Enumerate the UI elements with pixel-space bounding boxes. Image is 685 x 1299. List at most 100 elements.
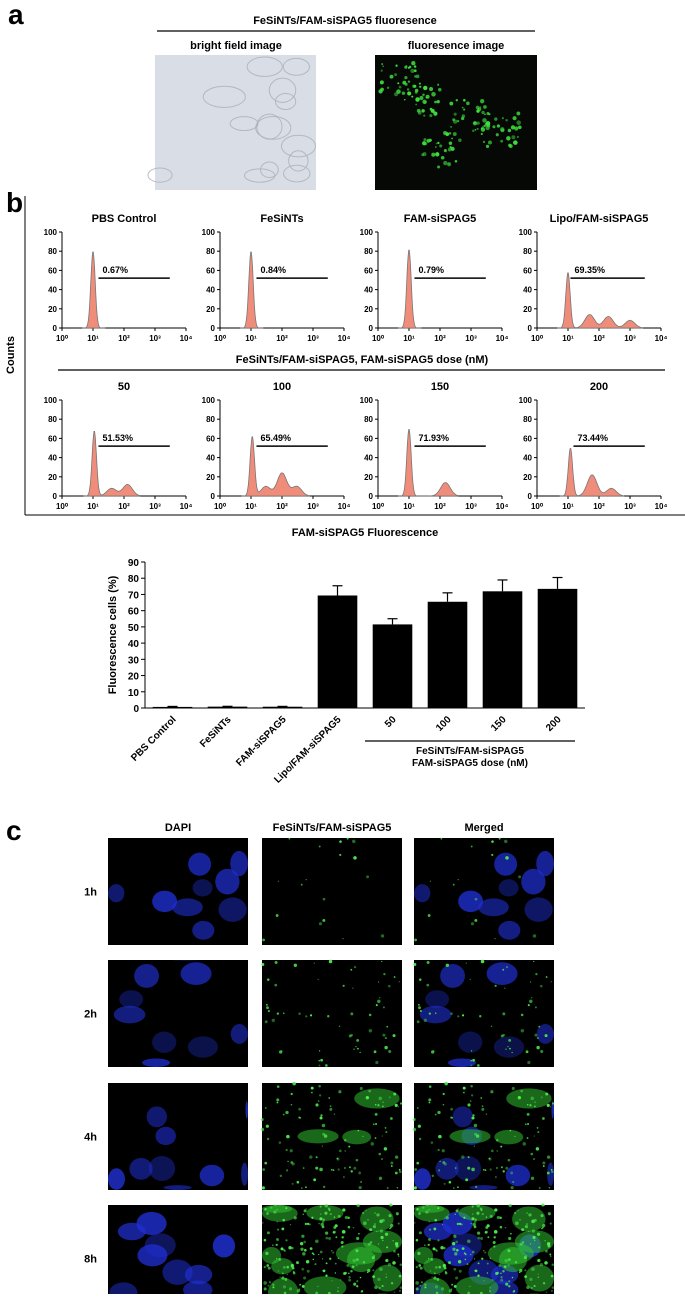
green-dot: [322, 919, 325, 922]
green-dot: [292, 1183, 294, 1185]
dot: [488, 140, 492, 144]
green-dot: [483, 1280, 484, 1281]
nucleus: [241, 1163, 248, 1186]
green-dot: [311, 1087, 314, 1090]
green-dot: [382, 1285, 384, 1287]
green-dot: [356, 1285, 358, 1287]
green-dot: [303, 1167, 305, 1169]
green-dot: [261, 1118, 264, 1121]
nucleus: [213, 1234, 235, 1257]
green-dot: [520, 1090, 523, 1093]
y-tick-label: 20: [48, 305, 57, 314]
row-label: 2h: [84, 1009, 97, 1021]
green-dot: [472, 1059, 475, 1062]
green-dot: [515, 1221, 519, 1225]
dot: [437, 100, 440, 103]
green-dot: [342, 1208, 345, 1211]
green-dot: [357, 1048, 359, 1050]
y-tick-label: 0: [211, 324, 216, 333]
green-dot: [413, 1118, 416, 1121]
green-dot: [381, 961, 382, 962]
green-dot: [352, 988, 353, 989]
green-dot: [356, 1280, 358, 1282]
green-dot: [428, 1098, 431, 1101]
nucleus: [414, 884, 430, 902]
green-dot: [283, 1266, 286, 1269]
green-dot: [265, 1107, 267, 1109]
green-dot: [552, 1102, 554, 1104]
nucleus: [200, 1165, 224, 1186]
green-dot: [294, 964, 297, 967]
green-dot: [377, 1278, 380, 1281]
x-tick-label: FeSiNTs: [198, 714, 234, 750]
green-dot: [287, 1274, 288, 1275]
green-dot: [502, 969, 504, 971]
nucleus: [188, 853, 211, 876]
nucleus: [108, 884, 124, 902]
green-dot: [540, 1050, 543, 1053]
nucleus: [134, 964, 159, 988]
green-dot: [294, 1216, 297, 1219]
dot: [399, 86, 402, 89]
green-dot: [494, 1208, 497, 1211]
green-dot: [538, 1273, 539, 1274]
y-tick-label: 100: [519, 396, 533, 405]
green-dot: [431, 1141, 434, 1144]
green-dot: [341, 1241, 344, 1244]
green-dot: [275, 961, 278, 964]
dot: [506, 136, 510, 140]
green-dot: [508, 1258, 510, 1260]
dot: [508, 144, 511, 147]
green-dot: [359, 1052, 360, 1053]
green-dot: [391, 1282, 393, 1284]
green-dot: [477, 1064, 480, 1067]
green-dot: [373, 1123, 375, 1125]
green-dot: [489, 1290, 491, 1292]
green-dot: [348, 1279, 351, 1282]
x-tick-label: 10²: [434, 502, 446, 511]
green-dot: [475, 1186, 477, 1188]
green-dot: [301, 884, 303, 886]
green-dot: [378, 1153, 381, 1156]
green-dot: [324, 1212, 327, 1215]
green-dot: [530, 1153, 533, 1156]
green-dot: [282, 1272, 284, 1274]
green-dot: [376, 1231, 377, 1232]
green-dot: [399, 981, 400, 982]
green-dot: [417, 1020, 420, 1023]
y-tick-label: 0: [528, 492, 533, 501]
green-dot: [379, 1287, 381, 1289]
green-dot: [368, 1090, 371, 1093]
green-dot: [335, 1272, 336, 1273]
green-dot: [320, 1205, 322, 1207]
green-dot: [550, 1222, 552, 1224]
green-dot: [486, 1216, 488, 1218]
green-dot: [539, 1187, 541, 1189]
green-dot: [504, 1265, 507, 1268]
green-dot: [419, 1138, 421, 1140]
green-dot: [530, 1243, 531, 1244]
green-dot: [268, 1267, 271, 1270]
green-dot: [319, 1065, 321, 1067]
green-dot: [551, 1275, 554, 1278]
green-dot: [534, 1285, 536, 1287]
green-dot: [528, 1004, 530, 1006]
green-dot: [358, 1130, 360, 1132]
green-dot: [512, 1087, 515, 1090]
dot: [437, 166, 440, 169]
green-dot: [480, 1237, 483, 1240]
y-tick-label: 40: [206, 286, 215, 295]
green-dot: [471, 1217, 474, 1220]
green-dot: [494, 938, 495, 939]
green-dot: [379, 1177, 382, 1180]
green-dot: [491, 854, 493, 856]
green-dot: [353, 1227, 355, 1229]
dot: [421, 109, 424, 112]
green-dot: [283, 1285, 286, 1288]
green-dot: [268, 1010, 270, 1012]
x-tick-label: 10³: [149, 334, 161, 343]
green-dot: [520, 1243, 523, 1246]
nucleus: [156, 1127, 176, 1145]
green-dot: [463, 1092, 465, 1094]
green-dot: [362, 1136, 363, 1137]
